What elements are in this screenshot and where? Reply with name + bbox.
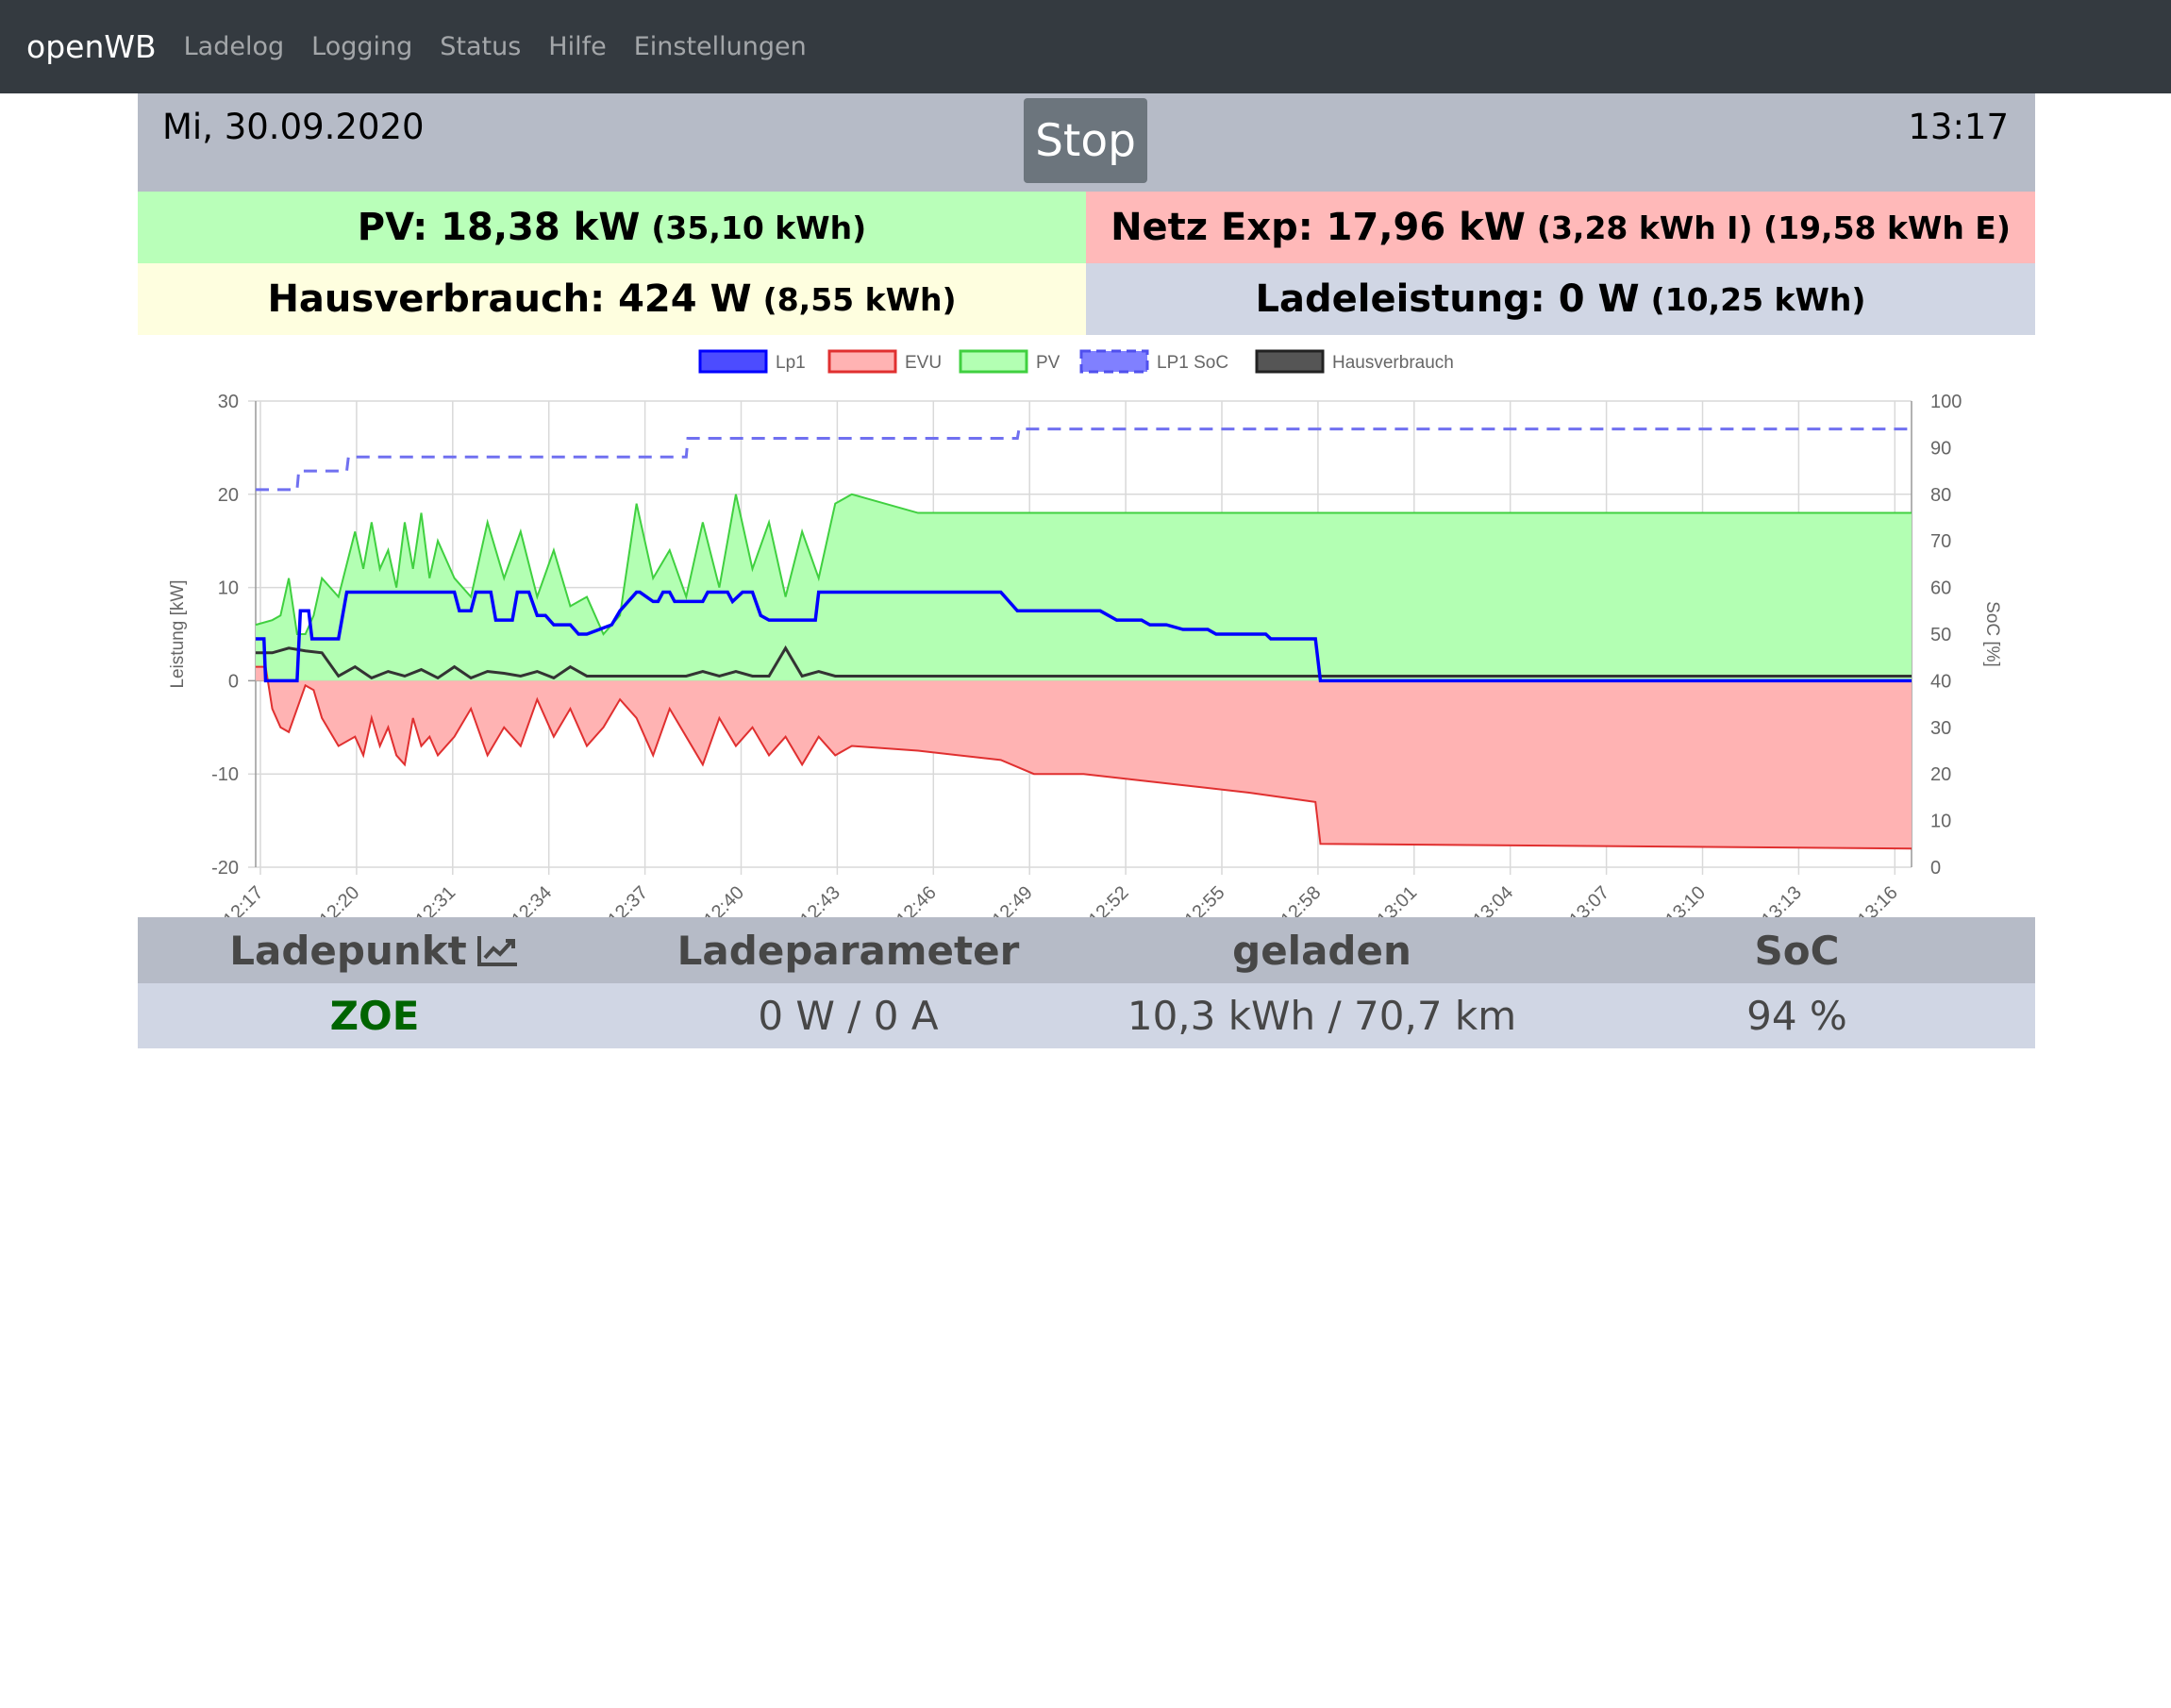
table-header-row: Ladepunkt Ladeparameter geladen SoC [138,917,2035,983]
y-tick-label: 0 [228,671,239,692]
series-soc-line [256,427,1912,492]
y2-tick-label: 50 [1930,625,1951,645]
legend-swatch [1079,349,1149,374]
ladeparameter-value: 0 W / 0 A [758,993,939,1039]
haus-tile: Hausverbrauch: 424 W (8,55 kWh) [138,263,1086,335]
y-axis-title: Leistung [kW] [168,579,188,688]
y2-tick-label: 70 [1930,531,1951,552]
x-tick-label: 12:55 [1181,882,1229,917]
x-tick-label: 12:37 [604,882,652,917]
chart-svg: 12:17 12:20 12:31 12:34 12:37 12:40 12:43 12:46… [168,349,2002,917]
series-pv-area [256,494,1912,681]
haus-power: Hausverbrauch: 424 W [267,277,752,321]
nav-logging[interactable]: Logging [311,32,413,61]
time-display: 13:17 [1908,107,2009,147]
main-container: Mi, 30.09.2020 Stop 13:17 PV: 18,38 kW (… [138,93,2035,1048]
y2-tick-label: 10 [1930,812,1951,832]
y2-tick-label: 60 [1930,578,1951,599]
y2-tick-label: 20 [1930,764,1951,785]
legend-swatch [959,349,1028,374]
haus-energy: (8,55 kWh) [762,280,957,318]
legend-swatch [1255,349,1325,374]
legend-label: Lp1 [776,353,806,373]
ladepunkt-name[interactable]: ZOE [329,993,420,1039]
y-tick-label: 10 [218,578,239,599]
pv-energy: (35,10 kWh) [651,209,867,246]
header-row: Mi, 30.09.2020 Stop 13:17 [138,93,2035,192]
legend-label: PV [1036,353,1060,373]
header-ladepunkt-label: Ladepunkt [229,927,467,974]
lade-power: Ladeleistung: 0 W [1255,277,1640,321]
date-display: Mi, 30.09.2020 [162,107,425,147]
x-tick-label: 13:10 [1662,882,1710,917]
y-tick-label: -20 [211,858,239,879]
geladen-value: 10,3 kWh / 70,7 km [1127,993,1517,1039]
y2-tick-label: 30 [1930,718,1951,739]
lade-energy: (10,25 kWh) [1650,280,1866,318]
table-row: ZOE 0 W / 0 A 10,3 kWh / 70,7 km 94 % [138,983,2035,1048]
x-tick-label: 13:16 [1854,882,1902,917]
x-tick-label: 12:17 [220,882,268,917]
y2-tick-label: 90 [1930,438,1951,459]
y-tick-label: 30 [218,392,239,412]
brand[interactable]: openWB [26,28,157,65]
pv-power: PV: 18,38 kW [357,206,641,249]
legend-swatch [698,349,768,374]
pv-tile: PV: 18,38 kW (35,10 kWh) [138,192,1086,263]
stop-button[interactable]: Stop [1024,98,1147,183]
x-tick-label: 13:07 [1565,882,1613,917]
x-tick-label: 12:52 [1085,882,1133,917]
y2-tick-label: 40 [1930,671,1951,692]
series-evu-line [256,665,1912,850]
x-tick-label: 12:34 [508,882,556,917]
nav-ladelog[interactable]: Ladelog [183,32,285,61]
x-tick-label: 13:04 [1469,882,1517,917]
nav-hilfe[interactable]: Hilfe [548,32,607,61]
x-tick-label: 12:58 [1277,882,1325,917]
y2-tick-label: 100 [1930,392,1962,412]
y2-axis-title: SoC [%] [1982,601,2002,667]
x-tick-label: 13:01 [1373,882,1421,917]
soc-value: 94 % [1746,993,1847,1039]
power-chart[interactable]: 12:17 12:20 12:31 12:34 12:37 12:40 12:43 12:46… [138,335,2035,917]
legend-swatch [827,349,897,374]
x-tick-label: 12:43 [796,882,844,917]
header-ladepunkt[interactable]: Ladepunkt [138,917,611,983]
x-tick-label: 13:13 [1758,882,1806,917]
lade-tile: Ladeleistung: 0 W (10,25 kWh) [1086,263,2035,335]
header-soc: SoC [1754,927,1840,974]
series-evu-area [256,666,1912,849]
netz-energy: (3,28 kWh I) (19,58 kWh E) [1536,209,2011,246]
nav-status[interactable]: Status [440,32,522,61]
y2-tick-label: 0 [1930,858,1941,879]
x-tick-label: 12:20 [315,882,363,917]
chart-line-icon[interactable] [476,933,520,967]
x-tick-label: 12:46 [893,882,941,917]
x-tick-label: 12:49 [989,882,1037,917]
y-tick-label: -10 [211,764,239,785]
series-lp1-line [256,590,1912,683]
nav-einstellungen[interactable]: Einstellungen [633,32,807,61]
header-ladeparameter: Ladeparameter [676,927,1020,974]
navbar: openWB Ladelog Logging Status Hilfe Eins… [0,0,2171,93]
legend-label: LP1 SoC [1157,353,1228,373]
ladepunkt-table: Ladepunkt Ladeparameter geladen SoC ZOE … [138,917,2035,1048]
y2-tick-label: 80 [1930,485,1951,506]
legend-label: Hausverbrauch [1332,353,1454,373]
header-geladen: geladen [1232,927,1411,974]
summary-tiles: PV: 18,38 kW (35,10 kWh) Netz Exp: 17,96… [138,192,2035,335]
x-tick-label: 12:40 [700,882,748,917]
netz-tile: Netz Exp: 17,96 kW (3,28 kWh I) (19,58 k… [1086,192,2035,263]
series-pv-line [255,493,1912,636]
netz-power: Netz Exp: 17,96 kW [1111,206,1526,249]
y-tick-label: 20 [218,485,239,506]
series-hausverbrauch-line [256,645,1912,680]
x-tick-label: 12:31 [411,882,459,917]
legend-label: EVU [905,353,942,373]
